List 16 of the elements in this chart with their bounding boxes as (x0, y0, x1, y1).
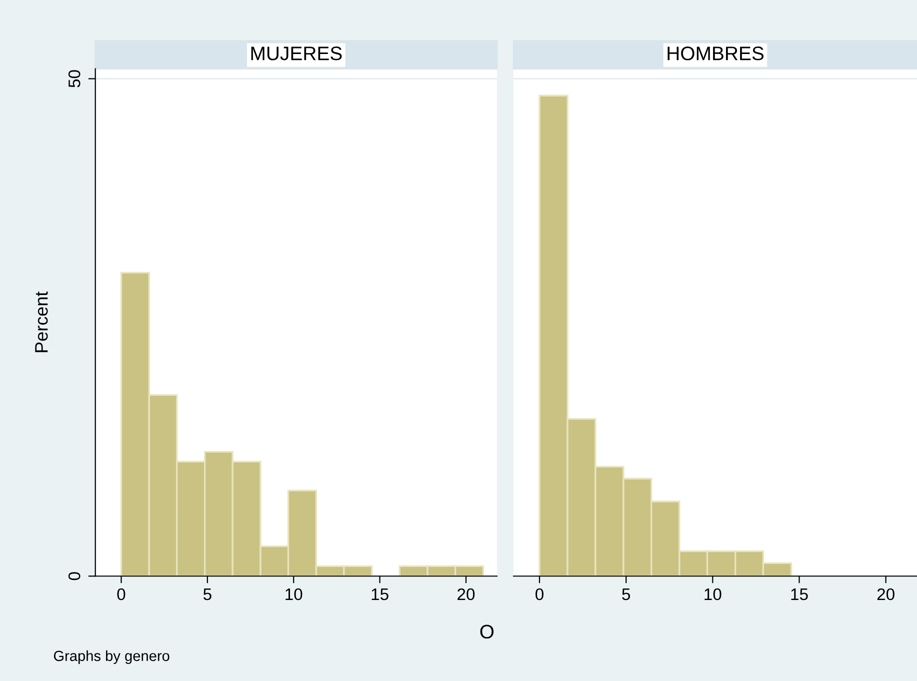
x-tick-label: 20 (458, 588, 475, 600)
x-tick-label: 5 (203, 588, 212, 600)
x-tick-label: 10 (704, 588, 722, 600)
x-axis-title: O (480, 624, 494, 639)
y-tick-label: 50 (68, 70, 80, 88)
x-tick-label: 5 (622, 588, 630, 600)
chart-title: HOMBRES (668, 46, 764, 60)
y-axis-title: Percent (35, 291, 48, 352)
text: Graphs by genero (54, 650, 170, 664)
x-tick-label: 0 (536, 588, 544, 600)
x-tick-label: 15 (372, 588, 388, 600)
x-tick-label: 15 (791, 588, 808, 600)
x-tick-label: 10 (286, 588, 302, 600)
chart-title: MUJERES (251, 46, 342, 60)
x-tick-label: 20 (877, 588, 894, 600)
x-tick-label: 0 (117, 588, 126, 600)
